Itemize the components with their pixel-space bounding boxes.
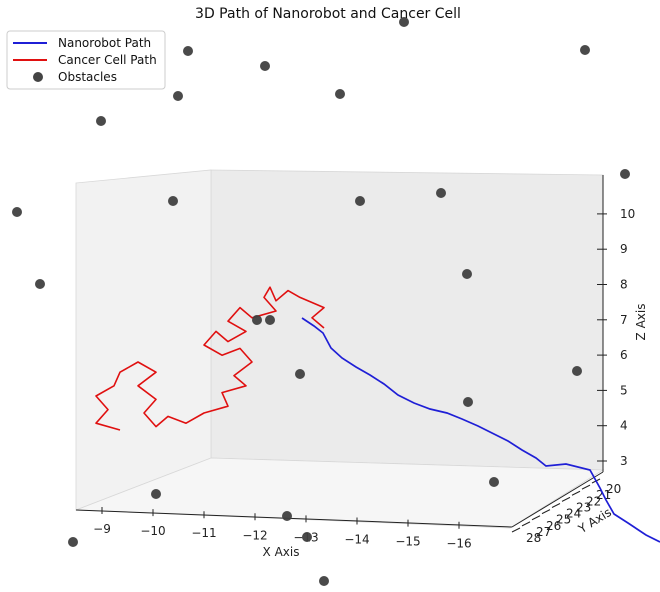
- x-axis-label: X Axis: [263, 545, 300, 559]
- chart-title: 3D Path of Nanorobot and Cancer Cell: [195, 6, 461, 22]
- z-tick-label: 6: [620, 348, 628, 362]
- legend: Nanorobot Path Cancer Cell Path Obstacle…: [6, 30, 166, 90]
- obstacle-marker: [96, 116, 106, 126]
- obstacle-marker: [355, 196, 365, 206]
- left-pane: [75, 169, 212, 511]
- obstacle-marker: [260, 61, 270, 71]
- z-tick-label: 9: [620, 242, 628, 256]
- obstacle-marker: [580, 45, 590, 55]
- obstacle-marker: [295, 369, 305, 379]
- obstacle-marker: [462, 269, 472, 279]
- z-tick-label: 10: [620, 207, 635, 221]
- obstacle-marker: [302, 532, 312, 542]
- y-tick-label: 27: [536, 525, 551, 539]
- obstacle-marker: [68, 537, 78, 547]
- y-tick-mark: [551, 503, 561, 508]
- x-tick-label: −16: [446, 537, 471, 551]
- legend-swatch-obstacles: [33, 72, 43, 82]
- z-tick-label: 4: [620, 419, 628, 433]
- legend-label-obstacles: Obstacles: [58, 70, 117, 84]
- x-tick-label: −10: [140, 524, 165, 538]
- z-axis-ticks: 3 4 5 6 7 8 9 10: [597, 207, 635, 468]
- y-tick-mark: [581, 484, 591, 490]
- z-tick-label: 8: [620, 278, 628, 292]
- z-tick-label: 7: [620, 313, 628, 327]
- legend-box: [6, 30, 166, 90]
- series-line-cancer-cell: [95, 286, 325, 431]
- y-tick-mark: [511, 527, 521, 533]
- x-tick-label: −9: [93, 522, 111, 536]
- y-tick-label: 24: [566, 507, 581, 521]
- legend-label-nanorobot: Nanorobot Path: [58, 36, 151, 50]
- obstacle-marker: [265, 315, 275, 325]
- z-tick-label: 5: [620, 383, 628, 397]
- obstacle-marker: [463, 397, 473, 407]
- obstacle-layer: [12, 17, 630, 586]
- x-tick-label: −14: [344, 533, 369, 547]
- obstacle-marker: [168, 196, 178, 206]
- y-tick-label: 22: [586, 494, 601, 508]
- series-layer: [95, 286, 660, 543]
- y-tick-mark: [571, 490, 581, 496]
- x-axis-ticks: −9−10−11−12−13−14−15−16: [93, 507, 472, 551]
- z-axis-label: Z Axis: [634, 304, 648, 341]
- obstacle-marker: [252, 315, 262, 325]
- y-tick-mark: [541, 509, 551, 515]
- obstacle-marker: [35, 279, 45, 289]
- y-tick-label: 23: [576, 500, 591, 514]
- z-tick-label: 3: [620, 454, 628, 468]
- obstacle-marker: [173, 91, 183, 101]
- obstacle-marker: [183, 46, 193, 56]
- obstacle-marker: [572, 366, 582, 376]
- axes-panes: [75, 169, 605, 529]
- x-axis-line: [75, 509, 513, 528]
- x-tick-label: −15: [395, 535, 420, 549]
- obstacle-marker: [319, 576, 329, 586]
- obstacle-marker: [436, 188, 446, 198]
- x-tick-label: −12: [242, 528, 267, 542]
- obstacle-marker: [151, 489, 161, 499]
- y-tick-mark: [521, 521, 531, 527]
- obstacle-marker: [282, 511, 292, 521]
- y-axis-line: [511, 471, 604, 528]
- obstacle-marker: [489, 477, 499, 487]
- obstacle-marker: [620, 169, 630, 179]
- x-tick-label: −11: [191, 526, 216, 540]
- y-tick-label: 20: [606, 482, 621, 496]
- legend-label-cancer-cell: Cancer Cell Path: [58, 53, 157, 67]
- y-tick-label: 28: [526, 531, 541, 545]
- y-tick-mark: [561, 496, 571, 502]
- obstacle-marker: [399, 17, 409, 27]
- y-tick-label: 25: [556, 513, 571, 527]
- obstacle-marker: [335, 89, 345, 99]
- y-tick-mark: [531, 515, 541, 521]
- obstacle-marker: [12, 207, 22, 217]
- y-tick-label: 26: [546, 519, 561, 533]
- series-line-nanorobot: [301, 317, 660, 543]
